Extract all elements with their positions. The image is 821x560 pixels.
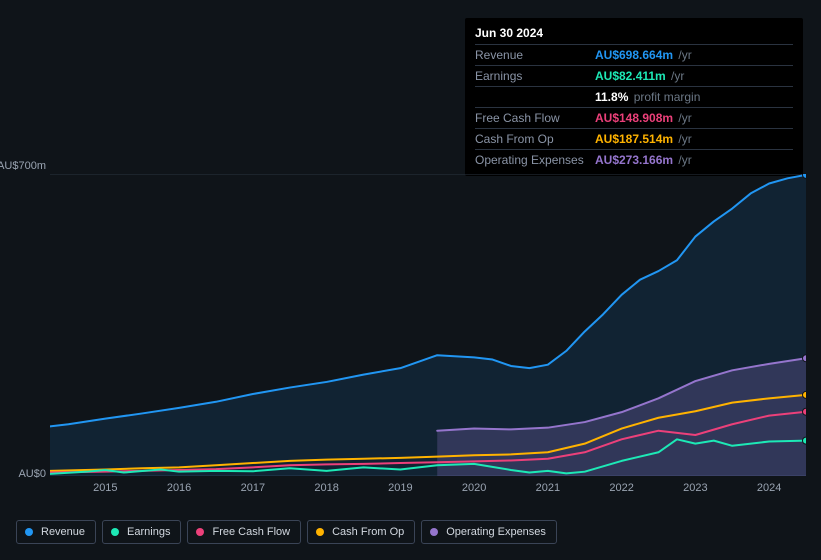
- legend-dot-icon: [111, 528, 119, 536]
- x-axis-tick: 2020: [462, 482, 486, 494]
- x-axis-tick: 2016: [167, 482, 191, 494]
- legend-dot-icon: [430, 528, 438, 536]
- plot-area[interactable]: [50, 174, 806, 476]
- tooltip-row-value: 11.8% profit margin: [595, 89, 700, 105]
- tooltip-row-label: Cash From Op: [475, 131, 595, 147]
- x-axis-tick: 2022: [609, 482, 633, 494]
- tooltip-row-label: Free Cash Flow: [475, 110, 595, 126]
- y-axis-label-max: AU$700m: [0, 160, 46, 172]
- x-axis-tick: 2018: [314, 482, 338, 494]
- tooltip-row-label: [475, 89, 595, 105]
- legend-label: Earnings: [127, 526, 170, 538]
- legend-dot-icon: [196, 528, 204, 536]
- tooltip-row-label: Revenue: [475, 47, 595, 63]
- legend-item[interactable]: Cash From Op: [307, 520, 415, 544]
- x-axis-tick: 2023: [683, 482, 707, 494]
- tooltip-date: Jun 30 2024: [475, 26, 793, 40]
- legend-dot-icon: [316, 528, 324, 536]
- tooltip-row-value: AU$82.411m /yr: [595, 68, 684, 84]
- x-axis-tick: 2015: [93, 482, 117, 494]
- tooltip-row: EarningsAU$82.411m /yr: [475, 65, 793, 86]
- tooltip-row-value: AU$187.514m /yr: [595, 131, 692, 147]
- chart: AU$700m AU$0 201520162017201820192020202…: [16, 150, 806, 505]
- legend-label: Revenue: [41, 526, 85, 538]
- x-axis-tick: 2024: [757, 482, 781, 494]
- tooltip-row: 11.8% profit margin: [475, 86, 793, 107]
- tooltip-row: Free Cash FlowAU$148.908m /yr: [475, 107, 793, 128]
- legend-item[interactable]: Operating Expenses: [421, 520, 557, 544]
- legend-label: Free Cash Flow: [212, 526, 290, 538]
- x-axis-tick: 2019: [388, 482, 412, 494]
- tooltip-row-value: AU$698.664m /yr: [595, 47, 692, 63]
- x-axis-tick: 2017: [241, 482, 265, 494]
- legend-item[interactable]: Earnings: [102, 520, 181, 544]
- legend-dot-icon: [25, 528, 33, 536]
- legend-label: Cash From Op: [332, 526, 404, 538]
- tooltip-row-label: Earnings: [475, 68, 595, 84]
- tooltip-row: RevenueAU$698.664m /yr: [475, 44, 793, 65]
- legend-item[interactable]: Free Cash Flow: [187, 520, 301, 544]
- legend: Revenue Earnings Free Cash Flow Cash From O…: [16, 520, 557, 544]
- x-axis-tick: 2021: [536, 482, 560, 494]
- legend-label: Operating Expenses: [446, 526, 546, 538]
- legend-item[interactable]: Revenue: [16, 520, 96, 544]
- x-axis-labels: 2015 2016 2017 2018 2019 2020 2021 2022 2023 2024: [50, 482, 806, 500]
- tooltip-row-value: AU$148.908m /yr: [595, 110, 692, 126]
- y-axis-label-zero: AU$0: [0, 468, 46, 480]
- tooltip-row: Cash From OpAU$187.514m /yr: [475, 128, 793, 149]
